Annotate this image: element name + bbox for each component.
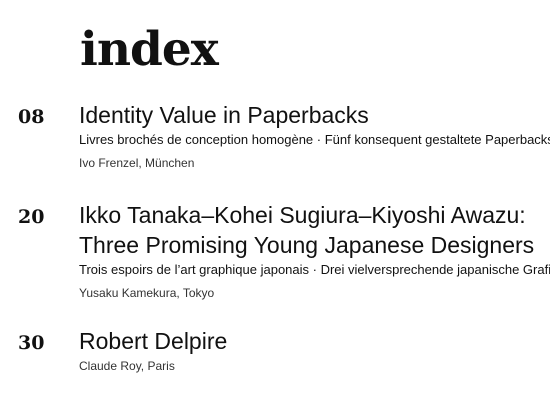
entry-text: Identity Value in Paperbacks Livres broc… <box>79 100 550 173</box>
page-number: 20 <box>18 206 45 228</box>
entry-author: Yusaku Kamekura, Tokyo <box>79 286 215 300</box>
entry-text: Ikko Tanaka–Kohei Sugiura–Kiyoshi Awazu:… <box>79 200 550 303</box>
page-title: index <box>80 22 219 77</box>
entry-title-line-2: Three Promising Young Japanese Designers <box>79 232 535 258</box>
entry-title: Robert Delpire <box>79 328 228 354</box>
entry-title: Identity Value in Paperbacks <box>79 102 369 128</box>
entry-author: Claude Roy, Paris <box>79 359 175 373</box>
entry-subtitle: Livres brochés de conception homogène · … <box>79 132 550 147</box>
page-number: 30 <box>18 332 45 354</box>
entry-author: Ivo Frenzel, München <box>79 156 195 170</box>
entry-subtitle: Trois espoirs de l’art graphique japonai… <box>79 262 550 277</box>
entry-text: Robert Delpire Claude Roy, Paris <box>79 326 550 376</box>
entry-title-line-1: Ikko Tanaka–Kohei Sugiura–Kiyoshi Awazu: <box>79 202 526 228</box>
page-number: 08 <box>18 106 45 128</box>
